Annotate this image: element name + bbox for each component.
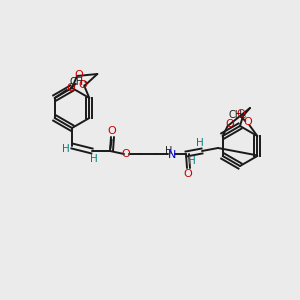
Text: N: N	[168, 150, 176, 160]
Text: CH₃: CH₃	[228, 110, 246, 120]
Text: O: O	[243, 117, 252, 127]
Text: O: O	[225, 119, 234, 129]
Text: H: H	[62, 144, 70, 154]
Text: H: H	[188, 156, 196, 166]
Text: H: H	[196, 138, 204, 148]
Text: O: O	[66, 83, 75, 93]
Text: H: H	[165, 146, 173, 156]
Text: O: O	[122, 149, 130, 159]
Text: O: O	[184, 169, 192, 179]
Text: CH₃: CH₃	[70, 77, 88, 87]
Text: O: O	[75, 70, 83, 80]
Text: O: O	[78, 80, 87, 90]
Text: O: O	[237, 109, 245, 119]
Text: O: O	[108, 126, 116, 136]
Text: H: H	[90, 154, 98, 164]
